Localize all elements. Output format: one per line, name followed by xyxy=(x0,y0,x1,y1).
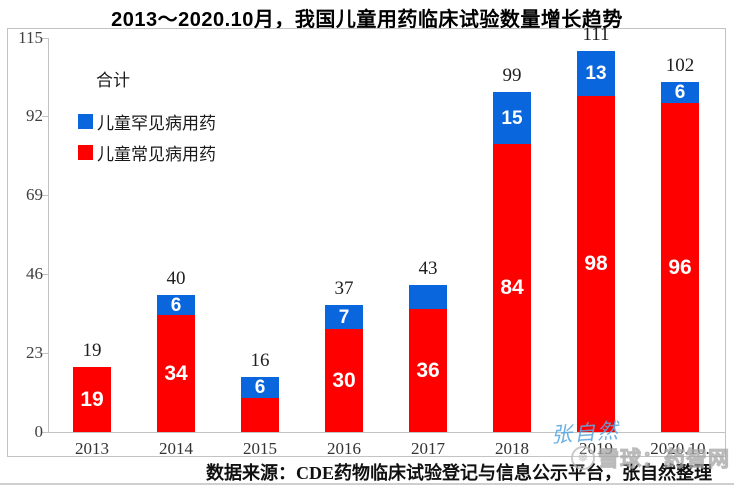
bar-total-label: 19 xyxy=(82,339,102,361)
bar-segment-rare xyxy=(409,284,447,309)
bar-total-label: 16 xyxy=(250,350,270,372)
bar-segment-rare: 6 xyxy=(157,294,195,316)
y-axis-label: 115 xyxy=(18,27,43,47)
bar-total-label: 37 xyxy=(334,278,354,300)
bar-segment-common: 96 xyxy=(661,102,699,432)
legend-item-total: 合计 xyxy=(78,67,216,90)
bar-segment-rare: 6 xyxy=(241,377,279,398)
y-tick xyxy=(42,37,48,39)
bar-segment-common: 19 xyxy=(73,366,111,432)
bar-value-label: 7 xyxy=(338,306,350,328)
bar-value-label: 30 xyxy=(332,369,356,393)
y-tick xyxy=(42,274,48,276)
x-axis-label: 2016 xyxy=(327,439,361,458)
y-axis-label: 92 xyxy=(26,106,43,126)
bar-total-label: 99 xyxy=(502,65,522,87)
x-axis-label: 2017 xyxy=(411,439,445,458)
bar-total-label: 40 xyxy=(166,267,186,289)
y-axis-line xyxy=(48,37,49,432)
y-tick xyxy=(42,432,48,433)
bar-segment-rare: 6 xyxy=(661,82,699,103)
chart-title: 2013～2020.10月，我国儿童用药临床试验数量增长趋势 xyxy=(111,9,623,31)
x-axis-label: 2013 xyxy=(75,439,109,458)
bar-total-label: 111 xyxy=(582,24,610,46)
bar-segment-rare: 13 xyxy=(577,51,615,96)
y-axis-label: 69 xyxy=(26,185,43,205)
legend-rare-label: 儿童罕见病用药 xyxy=(97,113,216,133)
legend-common-label: 儿童常见病用药 xyxy=(97,144,216,164)
x-axis-label: 2014 xyxy=(159,439,193,458)
bar-segment-common: 34 xyxy=(157,315,195,432)
snowflake-icon: ❅ xyxy=(571,446,595,470)
legend: 合计 儿童罕见病用药 儿童常见病用药 xyxy=(78,67,216,172)
bar-segment-common: 98 xyxy=(577,95,615,432)
y-axis-label: 46 xyxy=(26,264,43,284)
x-axis-label: 2018 xyxy=(495,439,529,458)
bar-segment-rare: 7 xyxy=(325,305,363,330)
bar-total-label: 43 xyxy=(418,257,438,279)
bar-segment-common: 36 xyxy=(409,308,447,432)
bar-total-label: 102 xyxy=(665,55,695,77)
legend-total-label: 合计 xyxy=(96,70,130,90)
bar-value-label: 96 xyxy=(668,255,692,279)
bar-value-label: 6 xyxy=(170,294,182,316)
bar-value-label: 19 xyxy=(80,387,104,411)
bar-value-label: 84 xyxy=(500,276,524,300)
xueqiu-watermark: ❅ 雪球：药智网 xyxy=(571,443,730,473)
bar-value-label: 13 xyxy=(585,63,607,85)
bar-segment-common: 30 xyxy=(325,329,363,432)
bottom-divider xyxy=(0,483,734,485)
x-axis-label: 2020.10. xyxy=(650,439,710,458)
y-axis-label: 0 xyxy=(34,422,44,441)
legend-rare-swatch-icon xyxy=(78,113,93,129)
x-axis-label: 2015 xyxy=(243,439,277,458)
plot-area: 合计 儿童罕见病用药 儿童常见病用药 张自然 0 23 46 69 92 115 19 19 2… xyxy=(7,24,726,458)
bar-value-label: 34 xyxy=(164,362,188,386)
bar-value-label: 36 xyxy=(416,358,440,382)
y-tick xyxy=(42,353,48,355)
xueqiu-watermark-label: 雪球：药智网 xyxy=(598,448,730,472)
bar-value-label: 15 xyxy=(501,107,523,129)
bar-segment-common xyxy=(241,397,279,432)
bar-segment-common: 84 xyxy=(493,143,531,432)
legend-item-common: 儿童常见病用药 xyxy=(78,141,216,164)
legend-common-swatch-icon xyxy=(78,144,93,160)
x-axis-line xyxy=(48,432,725,433)
bar-value-label: 98 xyxy=(584,252,608,276)
legend-item-rare: 儿童罕见病用药 xyxy=(78,110,216,133)
y-tick xyxy=(42,195,48,197)
bar-segment-rare: 15 xyxy=(493,92,531,144)
y-tick xyxy=(42,116,48,118)
bar-value-label: 6 xyxy=(254,376,266,398)
y-axis-label: 23 xyxy=(26,343,43,363)
bar-value-label: 6 xyxy=(674,81,686,103)
